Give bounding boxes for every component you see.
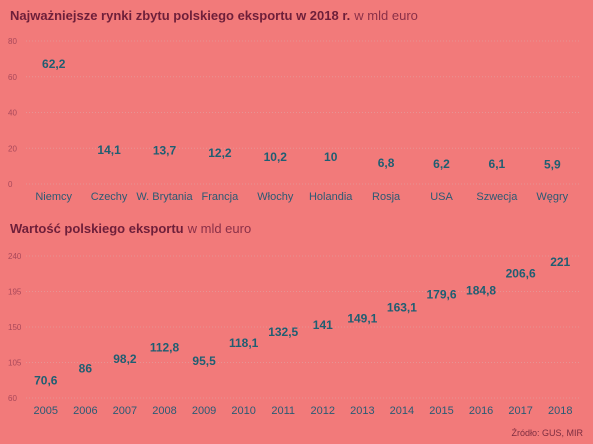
data-label: 163,1 — [387, 301, 417, 315]
x-tick-label: 2012 — [311, 405, 335, 417]
data-label: 70,6 — [34, 374, 58, 388]
data-label: 221 — [550, 255, 570, 269]
y-tick-label: 60 — [8, 73, 17, 82]
data-label: 132,5 — [268, 325, 298, 339]
x-tick-label: Niemcy — [35, 191, 72, 203]
x-tick-label: 2009 — [192, 405, 216, 417]
data-label: 6,8 — [378, 156, 395, 170]
x-tick-label: 2017 — [508, 405, 532, 417]
data-label: 13,7 — [153, 144, 177, 158]
x-tick-label: USA — [430, 191, 453, 203]
data-label: 112,8 — [150, 340, 180, 354]
data-label: 10,2 — [264, 150, 288, 164]
x-tick-label: Rosja — [372, 191, 401, 203]
x-tick-label: 2011 — [271, 405, 295, 417]
y-tick-label: 150 — [8, 323, 22, 332]
x-tick-label: Węgry — [536, 191, 568, 203]
data-label: 14,1 — [97, 143, 121, 157]
y-tick-label: 20 — [8, 144, 17, 153]
x-tick-label: 2018 — [548, 405, 572, 417]
data-label: 6,1 — [489, 157, 506, 171]
data-label: 12,2 — [208, 146, 232, 160]
chart-subtitle: w mld euro — [354, 8, 418, 23]
data-label: 95,5 — [192, 354, 216, 368]
data-label: 179,6 — [426, 288, 456, 302]
x-tick-label: 2010 — [231, 405, 255, 417]
y-tick-label: 60 — [8, 394, 17, 403]
chart-title-text: Wartość polskiego eksportu — [10, 221, 184, 236]
x-tick-label: 2006 — [73, 405, 97, 417]
data-label: 206,6 — [506, 266, 536, 280]
x-tick-label: 2015 — [429, 405, 453, 417]
data-label: 141 — [313, 318, 333, 332]
chart-title-text: Najważniejsze rynki zbytu polskiego eksp… — [10, 8, 351, 23]
y-tick-label: 240 — [8, 252, 22, 261]
x-tick-label: 2007 — [113, 405, 137, 417]
data-label: 10 — [324, 150, 338, 164]
x-tick-label: W. Brytania — [136, 191, 193, 203]
x-tick-label: 2013 — [350, 405, 374, 417]
data-label: 5,9 — [544, 157, 561, 171]
source-note: Źródło: GUS, MIR — [511, 428, 583, 438]
data-label: 149,1 — [347, 312, 377, 326]
data-label: 98,2 — [113, 352, 137, 366]
chart-title-markets: Najważniejsze rynki zbytu polskiego eksp… — [10, 8, 418, 23]
x-tick-label: Włochy — [257, 191, 294, 203]
chart-subtitle: w mld euro — [187, 221, 252, 236]
x-tick-label: Holandia — [309, 191, 353, 203]
data-label: 86 — [79, 361, 93, 375]
x-tick-label: 2008 — [152, 405, 176, 417]
y-tick-label: 40 — [8, 109, 17, 118]
chart-title-export-value: Wartość polskiego eksportu w mld euro — [10, 221, 251, 236]
x-tick-label: 2014 — [390, 405, 414, 417]
x-tick-label: Francja — [202, 191, 240, 203]
x-tick-label: Szwecja — [476, 191, 518, 203]
data-label: 184,8 — [466, 284, 496, 298]
x-tick-label: 2016 — [469, 405, 493, 417]
y-tick-label: 80 — [8, 37, 17, 46]
x-tick-label: Czechy — [91, 191, 128, 203]
x-tick-label: 2005 — [34, 405, 58, 417]
y-tick-label: 105 — [8, 359, 22, 368]
data-label: 6,2 — [433, 157, 450, 171]
data-label: 62,2 — [42, 57, 66, 71]
y-tick-label: 0 — [8, 180, 13, 189]
data-label: 118,1 — [229, 336, 259, 350]
y-tick-label: 195 — [8, 288, 22, 297]
